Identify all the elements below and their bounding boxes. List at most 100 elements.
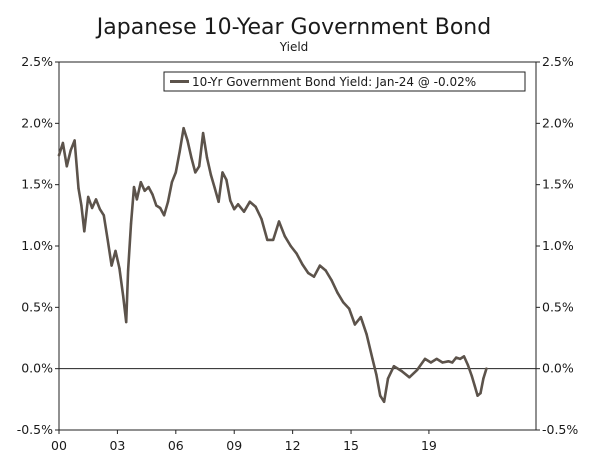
data-point xyxy=(170,181,174,184)
data-point xyxy=(312,275,316,278)
y-tick-label-left: 1.0% xyxy=(21,238,53,253)
data-point xyxy=(143,189,146,192)
data-point xyxy=(87,195,90,199)
data-point xyxy=(479,392,482,395)
data-point xyxy=(289,244,292,248)
data-point xyxy=(382,400,386,403)
data-point xyxy=(110,264,113,267)
data-point xyxy=(118,266,121,270)
data-point xyxy=(114,249,117,253)
data-point xyxy=(359,315,362,319)
data-point xyxy=(441,361,444,364)
data-point xyxy=(90,206,94,210)
data-point xyxy=(473,384,476,387)
data-point xyxy=(485,367,488,370)
y-tick-label-left: 2.0% xyxy=(21,115,53,130)
data-point xyxy=(102,214,106,217)
data-point xyxy=(365,333,368,336)
x-tick-label: 19 xyxy=(421,438,437,453)
data-point xyxy=(155,204,158,207)
data-point xyxy=(126,269,130,272)
data-point xyxy=(98,208,102,211)
data-point xyxy=(174,171,177,174)
data-point xyxy=(455,356,458,359)
data-point xyxy=(77,187,80,190)
data-point xyxy=(147,185,150,189)
x-tick-label: 12 xyxy=(285,438,301,453)
data-point xyxy=(423,357,427,361)
data-point xyxy=(336,291,339,294)
data-point xyxy=(277,220,281,223)
data-point xyxy=(125,320,128,324)
data-point xyxy=(353,323,357,326)
y-tick-label-right: 1.5% xyxy=(542,177,574,192)
data-point xyxy=(254,205,257,208)
data-point xyxy=(209,173,213,177)
data-point xyxy=(248,200,251,203)
x-tick-label: 15 xyxy=(343,438,359,453)
data-point xyxy=(73,139,76,142)
data-point xyxy=(272,238,275,242)
data-point xyxy=(242,210,246,213)
data-point xyxy=(83,230,86,233)
y-tick-label-right: 0.0% xyxy=(542,361,574,376)
data-point xyxy=(342,301,345,304)
data-point xyxy=(476,394,479,397)
x-tick-label: 09 xyxy=(226,438,242,453)
data-point xyxy=(379,394,382,397)
data-point xyxy=(429,361,433,364)
data-point xyxy=(201,131,205,135)
y-tick-label-right: 2.0% xyxy=(542,115,574,130)
x-tick-label: 03 xyxy=(109,438,125,453)
data-point xyxy=(57,154,61,157)
legend-label: 10-Yr Government Bond Yield: Jan-24 @ -0… xyxy=(192,75,476,89)
data-point xyxy=(233,208,236,211)
data-point xyxy=(435,357,438,361)
legend: 10-Yr Government Bond Yield: Jan-24 @ -0… xyxy=(163,71,526,92)
data-point xyxy=(301,263,304,266)
data-point xyxy=(122,295,125,298)
data-point xyxy=(375,373,378,376)
data-point xyxy=(129,222,133,226)
chart-title: Japanese 10-Year Government Bond xyxy=(95,15,491,40)
chart-subtitle: Yield xyxy=(279,40,309,54)
data-point xyxy=(447,360,450,363)
data-point xyxy=(194,171,197,174)
data-point xyxy=(307,271,310,275)
data-point xyxy=(266,238,269,242)
data-point xyxy=(458,357,462,361)
data-point xyxy=(371,357,374,361)
data-point xyxy=(135,198,139,201)
data-point xyxy=(132,185,136,189)
y-tick-label-left: 1.5% xyxy=(21,177,53,192)
data-point xyxy=(260,217,263,221)
data-point xyxy=(225,178,228,181)
data-point xyxy=(408,376,411,379)
data-point xyxy=(186,139,189,142)
y-tick-label-left: 0.5% xyxy=(21,299,53,314)
data-point xyxy=(162,214,166,217)
data-point xyxy=(416,368,419,372)
data-point xyxy=(198,165,201,168)
data-point xyxy=(139,181,142,184)
data-point xyxy=(65,165,69,168)
data-point xyxy=(330,279,333,282)
y-tick-label-right: 1.0% xyxy=(542,238,574,253)
data-point xyxy=(229,199,232,202)
data-point xyxy=(178,150,181,153)
data-point xyxy=(159,206,162,210)
data-point xyxy=(482,377,485,380)
y-tick-label-right: 0.5% xyxy=(542,299,574,314)
data-point xyxy=(451,361,454,364)
data-point xyxy=(190,156,193,159)
series-line-yield xyxy=(57,126,488,404)
data-point xyxy=(94,198,98,201)
data-point xyxy=(80,204,83,207)
data-point xyxy=(466,363,470,367)
data-point xyxy=(295,252,298,255)
data-point xyxy=(205,156,209,159)
data-point xyxy=(182,127,185,130)
data-point xyxy=(166,200,170,203)
data-point xyxy=(347,307,351,310)
data-point xyxy=(151,193,154,196)
